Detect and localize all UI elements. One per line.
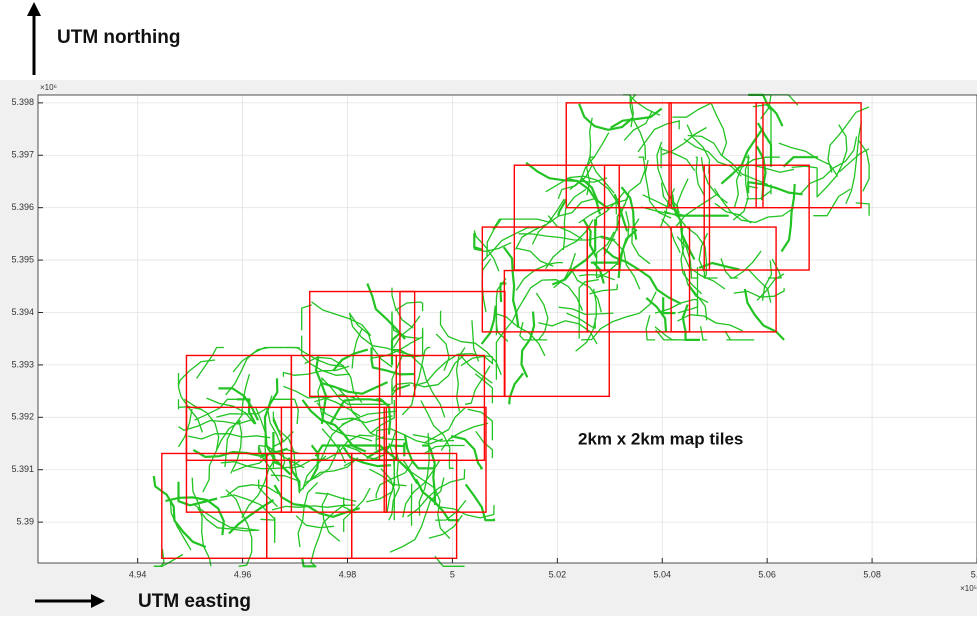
y-tick-label: 5.394 (11, 307, 34, 317)
y-tick-label: 5.395 (11, 254, 34, 264)
figure-margin (0, 95, 38, 616)
y-axis-label: UTM northing (57, 27, 180, 48)
x-tick-label: 4.98 (339, 569, 357, 579)
x-tick-label: 5.1 (971, 569, 977, 579)
x-exponent: ×10⁵ (960, 584, 977, 593)
x-tick-label: 5.04 (653, 569, 671, 579)
y-tick-label: 5.39 (16, 516, 34, 526)
y-tick-label: 5.396 (11, 202, 34, 212)
y-tick-label: 5.398 (11, 97, 34, 107)
annotation: 2km x 2km map tiles (578, 429, 743, 448)
x-tick-label: 4.96 (234, 569, 252, 579)
y-tick-label: 5.397 (11, 150, 34, 160)
x-tick-label: 5.02 (549, 569, 567, 579)
x-tick-label: 4.94 (129, 569, 147, 579)
figure-band (0, 80, 977, 95)
x-tick-label: 5.08 (863, 569, 881, 579)
y-exponent: ×10⁶ (40, 83, 57, 92)
x-axis-label: UTM easting (138, 591, 251, 612)
north-arrow-head (27, 2, 41, 16)
x-tick-label: 5.06 (758, 569, 776, 579)
y-tick-label: 5.392 (11, 412, 34, 422)
y-tick-label: 5.391 (11, 464, 34, 474)
x-tick-label: 5 (450, 569, 455, 579)
y-tick-label: 5.393 (11, 359, 34, 369)
